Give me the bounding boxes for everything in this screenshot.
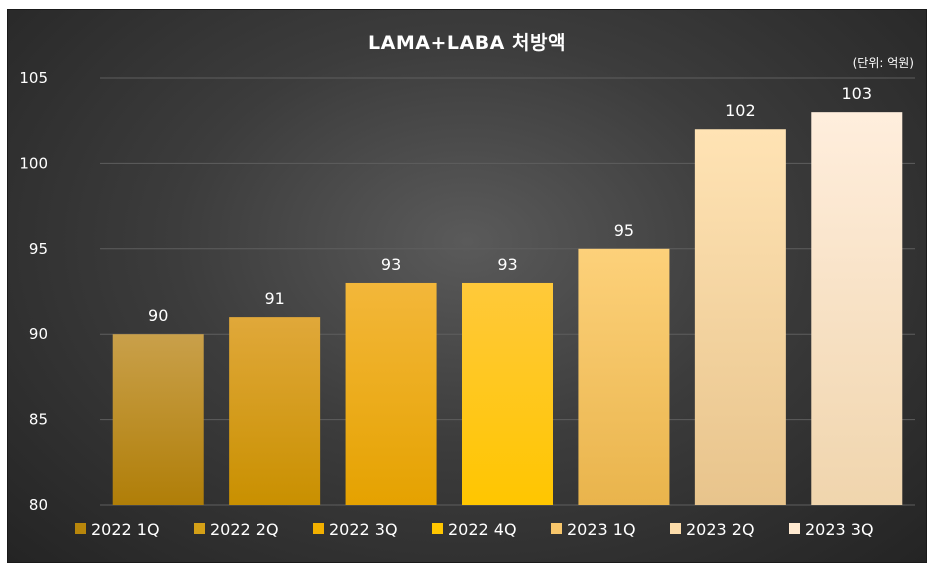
y-tick-label: 100 [19,154,48,172]
data-label: 90 [148,306,168,325]
data-label: 103 [842,84,873,103]
legend-label: 2022 2Q [210,520,279,539]
legend-swatch [551,523,562,534]
legend-label: 2022 3Q [329,520,398,539]
y-tick-label: 95 [29,240,48,258]
legend-swatch [194,523,205,534]
bar [811,112,903,505]
y-tick-label: 105 [19,69,48,87]
legend-label: 2023 3Q [805,520,874,539]
legend-swatch [75,523,86,534]
y-tick-label: 85 [29,411,48,429]
legend-label: 2023 1Q [567,520,636,539]
legend-label: 2022 4Q [448,520,517,539]
bar [112,334,204,505]
unit-note: (단위: 억원) [852,56,914,70]
legend-label: 2022 1Q [91,520,160,539]
legend-swatch [670,523,681,534]
legend-swatch [313,523,324,534]
legend-label: 2023 2Q [686,520,755,539]
data-label: 91 [264,289,284,308]
y-tick-label: 80 [29,496,48,514]
data-label: 93 [381,255,401,274]
bar [694,129,786,506]
data-label: 95 [614,221,634,240]
y-tick-label: 90 [29,325,48,343]
data-label: 102 [725,101,756,120]
bar [462,282,553,505]
chart-title: LAMA+LABA 처방액 [368,32,566,54]
data-label: 93 [497,255,517,274]
bar [229,317,321,505]
legend-swatch [432,523,443,534]
bar [578,248,670,506]
legend-swatch [789,523,800,534]
bar [345,282,437,505]
